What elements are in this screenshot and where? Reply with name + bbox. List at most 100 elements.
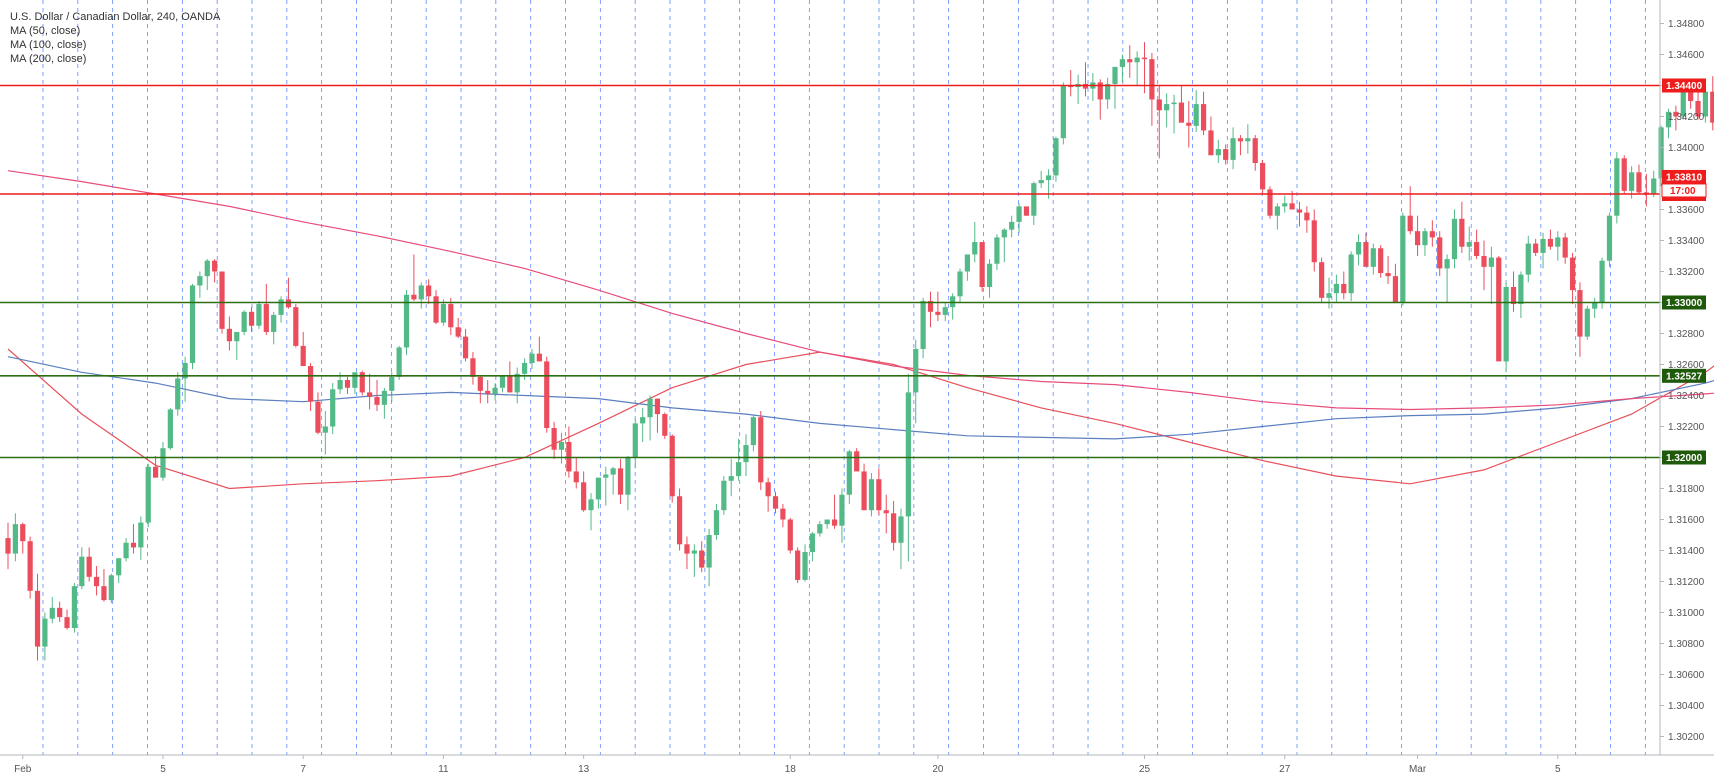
candle[interactable]: [1488, 246, 1494, 305]
candle[interactable]: [669, 434, 675, 503]
candle[interactable]: [1547, 229, 1554, 250]
candle[interactable]: [1009, 215, 1015, 238]
candle[interactable]: [986, 259, 993, 298]
candle[interactable]: [101, 569, 107, 602]
candle[interactable]: [204, 259, 210, 291]
candle[interactable]: [1451, 209, 1458, 269]
candle[interactable]: [93, 566, 100, 596]
candle[interactable]: [389, 372, 395, 402]
candle[interactable]: [160, 442, 166, 481]
candle[interactable]: [861, 463, 867, 511]
candle[interactable]: [1651, 170, 1657, 198]
candle[interactable]: [964, 254, 970, 281]
candle[interactable]: [1363, 232, 1369, 267]
candle[interactable]: [226, 316, 232, 351]
candle[interactable]: [167, 407, 173, 450]
legend-ma50[interactable]: MA (50, close): [10, 25, 81, 37]
candle[interactable]: [1001, 228, 1007, 263]
candle[interactable]: [403, 290, 410, 356]
candle[interactable]: [293, 304, 299, 348]
candle[interactable]: [994, 234, 1000, 270]
candle[interactable]: [1215, 139, 1221, 163]
candle[interactable]: [263, 283, 269, 336]
candle[interactable]: [1414, 215, 1421, 256]
candle[interactable]: [49, 597, 55, 624]
candle[interactable]: [1023, 206, 1030, 216]
candle[interactable]: [42, 612, 48, 661]
candle[interactable]: [1665, 108, 1672, 139]
candle[interactable]: [979, 242, 985, 292]
candle[interactable]: [640, 407, 646, 442]
candle[interactable]: [507, 361, 513, 393]
candle[interactable]: [1105, 77, 1111, 109]
candle[interactable]: [12, 513, 18, 562]
candle[interactable]: [1186, 101, 1192, 148]
candle[interactable]: [824, 519, 830, 529]
candle[interactable]: [573, 457, 579, 489]
candle[interactable]: [1533, 238, 1539, 256]
candle[interactable]: [344, 376, 351, 394]
candle[interactable]: [448, 297, 454, 336]
candle[interactable]: [1119, 54, 1125, 83]
candle[interactable]: [1599, 257, 1605, 309]
candle[interactable]: [1555, 231, 1561, 261]
candle[interactable]: [558, 432, 565, 464]
candle[interactable]: [145, 463, 151, 528]
candle[interactable]: [130, 524, 137, 554]
candle[interactable]: [1016, 203, 1022, 233]
candle[interactable]: [1193, 90, 1199, 132]
candle[interactable]: [1038, 170, 1044, 188]
candle[interactable]: [1134, 51, 1140, 86]
candle[interactable]: [1378, 245, 1384, 278]
legend-ma200[interactable]: MA (200, close): [10, 53, 87, 65]
candle[interactable]: [795, 547, 801, 584]
candle[interactable]: [1695, 91, 1701, 120]
candle[interactable]: [809, 531, 816, 562]
candle[interactable]: [920, 297, 926, 359]
candle[interactable]: [138, 516, 144, 560]
candle[interactable]: [322, 411, 328, 455]
candle[interactable]: [1400, 212, 1406, 306]
candle[interactable]: [647, 395, 653, 441]
candle[interactable]: [1060, 82, 1066, 145]
candle[interactable]: [1385, 256, 1391, 284]
candle[interactable]: [1710, 76, 1714, 131]
candle[interactable]: [1621, 155, 1627, 194]
candle[interactable]: [418, 282, 424, 309]
horizontal-levels[interactable]: [0, 84, 1660, 459]
candle[interactable]: [307, 362, 314, 411]
candle[interactable]: [426, 279, 432, 305]
candle[interactable]: [182, 356, 188, 402]
candle[interactable]: [905, 373, 911, 562]
candle[interactable]: [1584, 305, 1590, 340]
candle[interactable]: [1444, 254, 1450, 303]
candle[interactable]: [1459, 201, 1465, 253]
time-axis[interactable]: Feb 5 7 11 13 18 20 25 27 Mar 5: [0, 754, 1714, 775]
candle[interactable]: [440, 299, 447, 326]
candle[interactable]: [234, 331, 240, 360]
candle[interactable]: [57, 601, 63, 622]
candle[interactable]: [758, 411, 764, 491]
candle[interactable]: [197, 271, 203, 298]
candle[interactable]: [1370, 243, 1376, 275]
candle[interactable]: [123, 538, 129, 562]
candle[interactable]: [595, 477, 601, 509]
candle[interactable]: [1673, 105, 1679, 131]
candle[interactable]: [256, 300, 262, 329]
candle[interactable]: [455, 318, 461, 339]
candle[interactable]: [588, 493, 594, 531]
candle[interactable]: [706, 528, 712, 587]
candle[interactable]: [189, 283, 196, 370]
candle[interactable]: [898, 508, 904, 570]
candle[interactable]: [1319, 257, 1325, 303]
candle[interactable]: [802, 544, 808, 582]
candle[interactable]: [1296, 201, 1303, 227]
candle[interactable]: [108, 573, 114, 604]
candle[interactable]: [433, 290, 439, 325]
candle[interactable]: [654, 398, 661, 433]
candle[interactable]: [780, 504, 786, 528]
candle[interactable]: [248, 307, 255, 332]
candle[interactable]: [1510, 271, 1517, 312]
candle[interactable]: [1237, 135, 1244, 156]
